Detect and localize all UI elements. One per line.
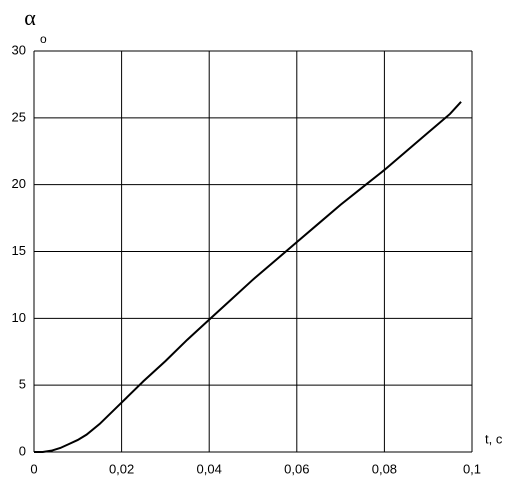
y-axis-unit: o [40,32,47,46]
y-tick-label: 25 [12,109,26,124]
y-tick-label: 5 [19,377,26,392]
x-tick-label: 0,04 [197,461,222,476]
x-tick-label: 0,02 [109,461,134,476]
y-tick-label: 20 [12,176,26,191]
y-tick-label: 10 [12,310,26,325]
x-axis-label: t, c [485,431,503,446]
y-tick-label: 15 [12,243,26,258]
y-axis-label: α [24,5,36,30]
x-tick-label: 0,1 [463,461,481,476]
x-tick-label: 0,06 [284,461,309,476]
data-line [34,101,462,453]
y-tick-label: 0 [19,443,26,458]
x-tick-label: 0 [30,461,37,476]
x-tick-label: 0,08 [372,461,397,476]
y-tick-label: 30 [12,42,26,57]
